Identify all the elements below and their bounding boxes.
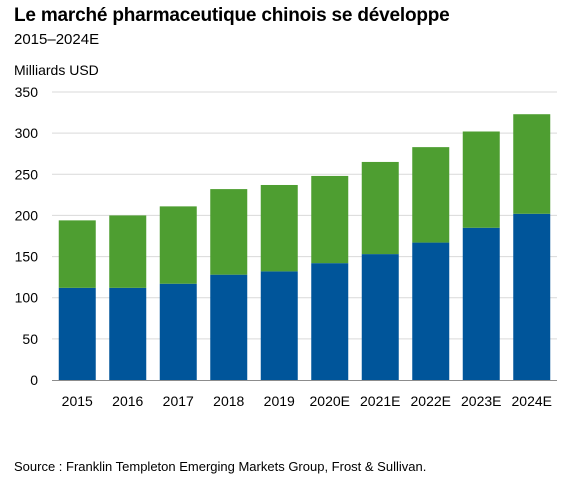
bar-segment-series-2-2020E <box>311 175 349 264</box>
bar-segment-series-1-2018 <box>210 274 248 380</box>
bar-segment-series-2-2022E <box>412 147 450 243</box>
y-tick-label: 50 <box>22 331 38 347</box>
x-tick-label: 2017 <box>163 393 194 409</box>
chart-title: Le marché pharmaceutique chinois se déve… <box>14 5 450 26</box>
bar-segment-series-2-2017 <box>159 206 197 284</box>
x-tick-label: 2015 <box>62 393 93 409</box>
x-tick-label: 2021E <box>360 393 400 409</box>
bar-segment-series-1-2016 <box>109 287 147 380</box>
y-tick-label: 350 <box>15 84 39 100</box>
bar-segment-series-1-2024E <box>513 213 551 380</box>
chart-subtitle: 2015–2024E <box>14 31 100 48</box>
x-tick-label: 2016 <box>112 393 143 409</box>
bars <box>58 114 551 380</box>
bar-segment-series-1-2017 <box>159 283 197 380</box>
x-tick-label: 2019 <box>264 393 295 409</box>
bar-segment-series-1-2015 <box>58 287 96 380</box>
bar-segment-series-2-2021E <box>361 161 399 255</box>
x-tick-label: 2020E <box>310 393 350 409</box>
x-tick-label: 2024E <box>512 393 552 409</box>
source-note: Source : Franklin Templeton Emerging Mar… <box>14 459 427 474</box>
bar-segment-series-1-2023E <box>462 227 500 380</box>
x-tick-label: 2023E <box>461 393 501 409</box>
y-tick-label: 200 <box>15 207 39 223</box>
y-tick-label: 150 <box>15 249 39 265</box>
y-tick-label: 0 <box>30 372 38 388</box>
y-tick-label: 300 <box>15 125 39 141</box>
x-tick-label: 2018 <box>213 393 244 409</box>
bar-segment-series-1-2020E <box>311 263 349 380</box>
bar-segment-series-2-2015 <box>58 220 96 288</box>
x-tick-label: 2022E <box>411 393 451 409</box>
y-axis-ticks: 0 50 100 150 200 250 300 350 <box>15 84 39 388</box>
bar-segment-series-2-2024E <box>513 114 551 214</box>
bar-segment-series-2-2018 <box>210 189 248 275</box>
y-axis-label: Milliards USD <box>14 62 99 78</box>
x-axis-ticks: 2015 2016 2017 2018 2019 2020E 2021E 2022E 2023E… <box>62 393 552 409</box>
y-tick-label: 250 <box>15 166 39 182</box>
bar-segment-series-2-2019 <box>260 184 298 272</box>
bar-segment-series-2-2023E <box>462 131 500 228</box>
y-tick-label: 100 <box>15 290 39 306</box>
bar-segment-series-2-2016 <box>109 215 147 288</box>
bar-segment-series-1-2019 <box>260 271 298 380</box>
bar-segment-series-1-2021E <box>361 254 399 380</box>
bar-segment-series-1-2022E <box>412 242 450 380</box>
